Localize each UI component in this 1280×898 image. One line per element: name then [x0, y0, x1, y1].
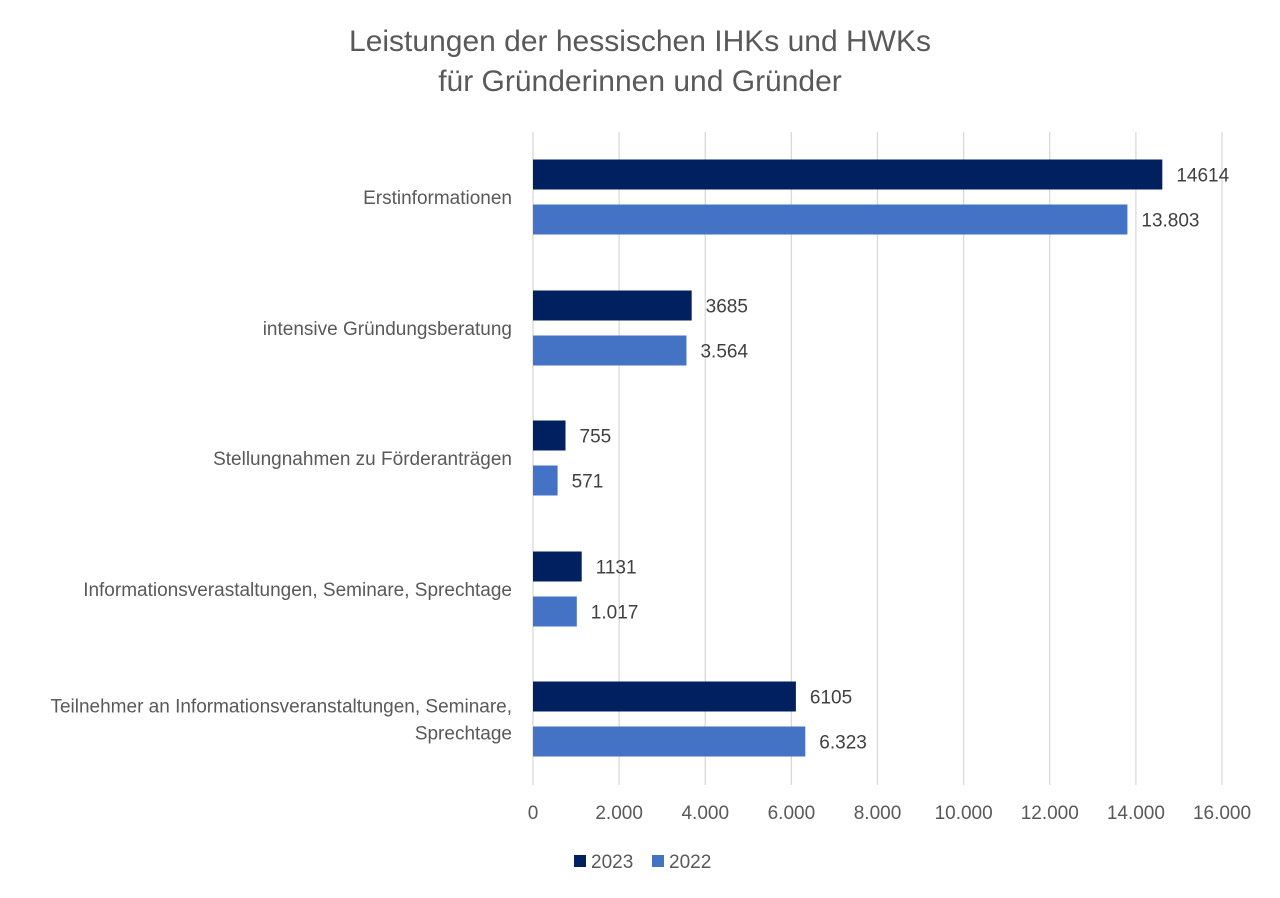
data-label-2022: 13.803	[1141, 211, 1199, 232]
data-label-2023: 6105	[810, 688, 852, 709]
bar-2022	[533, 465, 558, 496]
data-label-2023: 14614	[1176, 166, 1229, 187]
category-label: Sprechtage	[415, 724, 512, 745]
bars: 14614 13.803 3685 3.564 755 571 1131 1.017 6105 6…	[533, 159, 1230, 757]
category-label: intensive Gründungsberatung	[263, 319, 512, 340]
bar-2022	[533, 204, 1128, 235]
bar-2022	[533, 726, 806, 757]
x-axis-ticks: 0 2.000 4.000 6.000 8.000 10.000 12.000 14.000 1…	[528, 803, 1251, 824]
category-label: Stellungnahmen zu Förderanträgen	[213, 449, 512, 470]
x-tick-label: 12.000	[1021, 803, 1079, 824]
chart-title: Leistungen der hessischen IHKs und HWKs f…	[349, 25, 931, 98]
x-tick-label: 4.000	[681, 803, 729, 824]
legend-label-2022: 2022	[669, 852, 711, 873]
bar-2022	[533, 335, 687, 366]
data-label-2022: 3.564	[700, 342, 748, 363]
bar-2023	[533, 681, 796, 712]
x-tick-label: 10.000	[935, 803, 993, 824]
data-label-2023: 1131	[596, 558, 637, 579]
data-label-2023: 755	[580, 427, 612, 448]
data-label-2022: 571	[572, 472, 604, 493]
bar-2022	[533, 596, 577, 627]
x-tick-label: 8.000	[854, 803, 902, 824]
legend: 2023 2022	[574, 852, 711, 873]
x-tick-label: 0	[528, 803, 539, 824]
legend-swatch-2022	[652, 855, 664, 867]
x-tick-label: 14.000	[1107, 803, 1165, 824]
bar-2023	[533, 420, 566, 451]
bar-2023	[533, 551, 582, 582]
chart-title-line: für Gründerinnen und Gründer	[438, 65, 842, 98]
category-label: Informationsverastaltungen, Seminare, Sp…	[83, 580, 512, 601]
legend-label-2023: 2023	[591, 852, 633, 873]
data-label-2022: 1.017	[591, 603, 639, 624]
x-tick-label: 6.000	[768, 803, 816, 824]
bar-2023	[533, 290, 692, 321]
x-tick-label: 2.000	[595, 803, 643, 824]
x-tick-label: 16.000	[1193, 803, 1251, 824]
chart-title-line: Leistungen der hessischen IHKs und HWKs	[349, 25, 931, 58]
bar-2023	[533, 159, 1163, 190]
data-label-2023: 3685	[706, 297, 748, 318]
category-label: Erstinformationen	[363, 188, 512, 209]
gridlines	[532, 132, 1223, 785]
category-labels: Erstinformationen intensive Gründungsbera…	[50, 188, 512, 745]
category-label: Teilnehmer an Informationsveranstaltunge…	[50, 697, 512, 718]
legend-swatch-2023	[574, 855, 586, 867]
data-label-2022: 6.323	[819, 733, 867, 754]
